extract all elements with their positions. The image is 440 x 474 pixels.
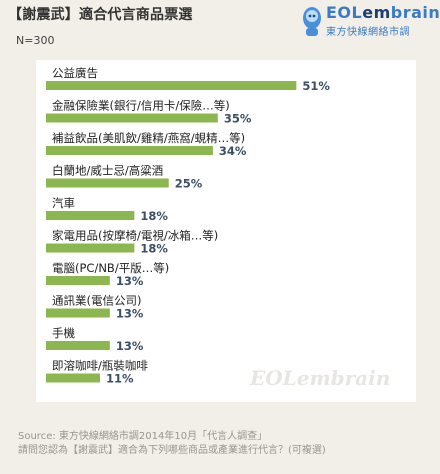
bar (46, 276, 110, 285)
bar (46, 243, 135, 253)
bar (46, 211, 135, 220)
category-label: 金融保險業(銀行/信用卡/保險…等) (52, 99, 230, 113)
category-label: 白蘭地/威士忌/高粱酒 (52, 164, 163, 178)
watermark: EOLembrain (250, 366, 391, 390)
header: 【謝震武】適合代言商品票選 N=300 EOLembrain 東方快線網絡市調 (0, 0, 440, 60)
category-label: 手機 (52, 326, 75, 340)
robot-mascot-icon (303, 7, 321, 36)
source-note: Source: 東方快線網絡市調2014年10月「代言人調查」 (18, 431, 268, 442)
bar (46, 373, 100, 383)
chart-panel: 公益廣告 51% 金融保險業(銀行/信用卡/保險…等) 35% 補益飲品(美肌飲/雞精/… (36, 60, 416, 402)
sample-size: N=300 (16, 34, 55, 47)
page-title: 【謝震武】適合代言商品票選 (8, 7, 193, 23)
bar (46, 81, 297, 90)
bar (46, 113, 218, 123)
footer: Source: 東方快線網絡市調2014年10月「代言人調查」 請問您認為【謝震… (18, 430, 326, 458)
category-label: 汽車 (52, 196, 75, 210)
value-label: 25% (175, 177, 203, 191)
value-label: 13% (116, 307, 144, 321)
bar (46, 146, 213, 155)
brand-logo: EOLembrain 東方快線網絡市調 (300, 2, 440, 44)
category-label: 補益飲品(美肌飲/雞精/燕窩/蜆精…等) (52, 131, 245, 145)
category-label: 公益廣告 (52, 66, 98, 80)
brand-wordmark: EOLembrain (326, 3, 440, 22)
bar (46, 308, 110, 318)
value-label: 11% (106, 372, 134, 386)
bar-chart: 公益廣告 51% 金融保險業(銀行/信用卡/保險…等)35% 補益飲品(美肌飲/雞精/… (46, 66, 330, 386)
bar (46, 178, 169, 188)
brand-tagline: 東方快線網絡市調 (326, 27, 410, 38)
category-label: 電腦(PC/NB/平版…等) (52, 261, 169, 275)
survey-question: 請問您認為【謝震武】適合為下列哪些商品或產業進行代言？(可複選) (18, 445, 326, 456)
value-label: 13% (116, 274, 144, 288)
value-label: 13% (116, 339, 144, 353)
category-label: 即溶咖啡/瓶裝咖啡 (52, 359, 148, 373)
category-label: 通訊業(電信公司) (52, 294, 141, 308)
value-label: 35% (224, 112, 252, 126)
value-label: 34% (219, 144, 247, 158)
bar (46, 341, 110, 350)
value-label: 18% (140, 209, 168, 223)
category-label: 家電用品(按摩椅/電視/冰箱…等) (52, 229, 218, 243)
value-label: 18% (140, 242, 168, 256)
value-label: 51% (302, 79, 330, 93)
